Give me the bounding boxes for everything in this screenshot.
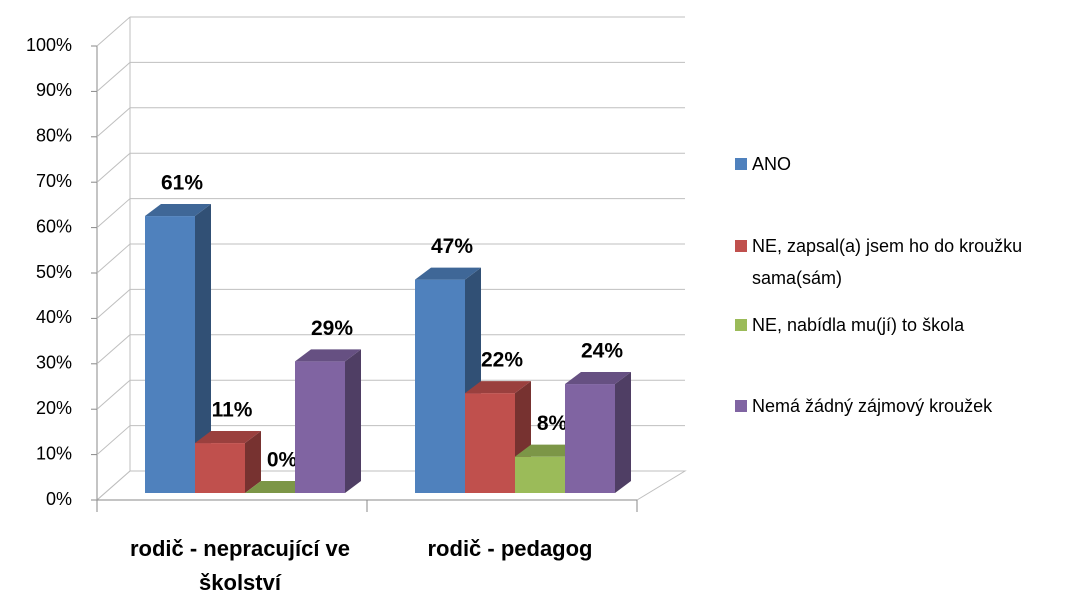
grid-line (96, 289, 131, 319)
bar-front (145, 216, 195, 493)
legend-label: ANO (752, 154, 792, 174)
value-label: 0% (267, 449, 298, 472)
legend-label: NE, zapsal(a) jsem ho do kroužku sama(sá… (752, 236, 1023, 288)
bar (245, 481, 311, 493)
bar-front (295, 361, 345, 493)
grid-line (96, 107, 131, 138)
value-label: 47% (431, 235, 473, 258)
legend-label: NE, nabídla mu(jí) to škola (752, 315, 965, 335)
grid-line (96, 425, 131, 455)
bar-front (195, 443, 245, 493)
grid-line (96, 379, 131, 410)
value-label: 29% (311, 317, 353, 340)
value-label: 22% (481, 349, 523, 372)
bar-side (345, 349, 361, 493)
bar-front (565, 384, 615, 493)
x-tick-label: rodič - nepracující ve školství (129, 536, 351, 594)
y-tick-label: 10% (36, 443, 72, 463)
y-tick-label: 50% (36, 262, 72, 282)
bar-top (195, 431, 261, 444)
y-tick-label: 20% (36, 398, 72, 418)
bar-top (295, 349, 361, 362)
value-label: 61% (161, 172, 203, 195)
bar-front (465, 393, 515, 493)
legend-label: Nemá žádný zájmový kroužek (752, 396, 993, 416)
bar-front (515, 456, 565, 493)
y-tick-label: 0% (46, 489, 72, 509)
legend-swatch (735, 400, 747, 412)
value-label: 8% (537, 412, 568, 435)
bar-side (195, 204, 211, 493)
bar-side (615, 372, 631, 493)
bar (565, 372, 631, 493)
bar-top (465, 381, 531, 394)
grid-line (96, 62, 131, 92)
value-label: 11% (212, 399, 253, 422)
grid-line (96, 470, 131, 501)
y-tick-label: 60% (36, 216, 72, 236)
x-tick-label: rodič - pedagog (427, 536, 593, 561)
grid-line (96, 16, 131, 47)
bar-top (415, 267, 481, 280)
grid-line (96, 243, 131, 274)
legend-swatch (735, 158, 747, 170)
bar-front (415, 279, 465, 493)
grid-line (96, 334, 131, 365)
bar-top (145, 204, 211, 217)
y-tick-label: 40% (36, 307, 72, 327)
bar (195, 431, 261, 493)
bar (515, 444, 581, 493)
y-tick-label: 100% (26, 35, 72, 55)
bar-top (565, 372, 631, 385)
legend-swatch (735, 319, 747, 331)
y-tick-label: 80% (36, 126, 72, 146)
legend-swatch (735, 240, 747, 252)
bar-side (245, 431, 261, 493)
value-label: 24% (581, 340, 623, 363)
bar (145, 204, 211, 493)
grid-line (96, 152, 131, 183)
grid-line (96, 198, 131, 228)
bar-top (515, 444, 581, 457)
bar (295, 349, 361, 493)
bar (465, 381, 531, 493)
y-tick-label: 30% (36, 353, 72, 373)
y-tick-label: 70% (36, 171, 72, 191)
y-tick-label: 90% (36, 80, 72, 100)
bar-top (245, 481, 311, 493)
